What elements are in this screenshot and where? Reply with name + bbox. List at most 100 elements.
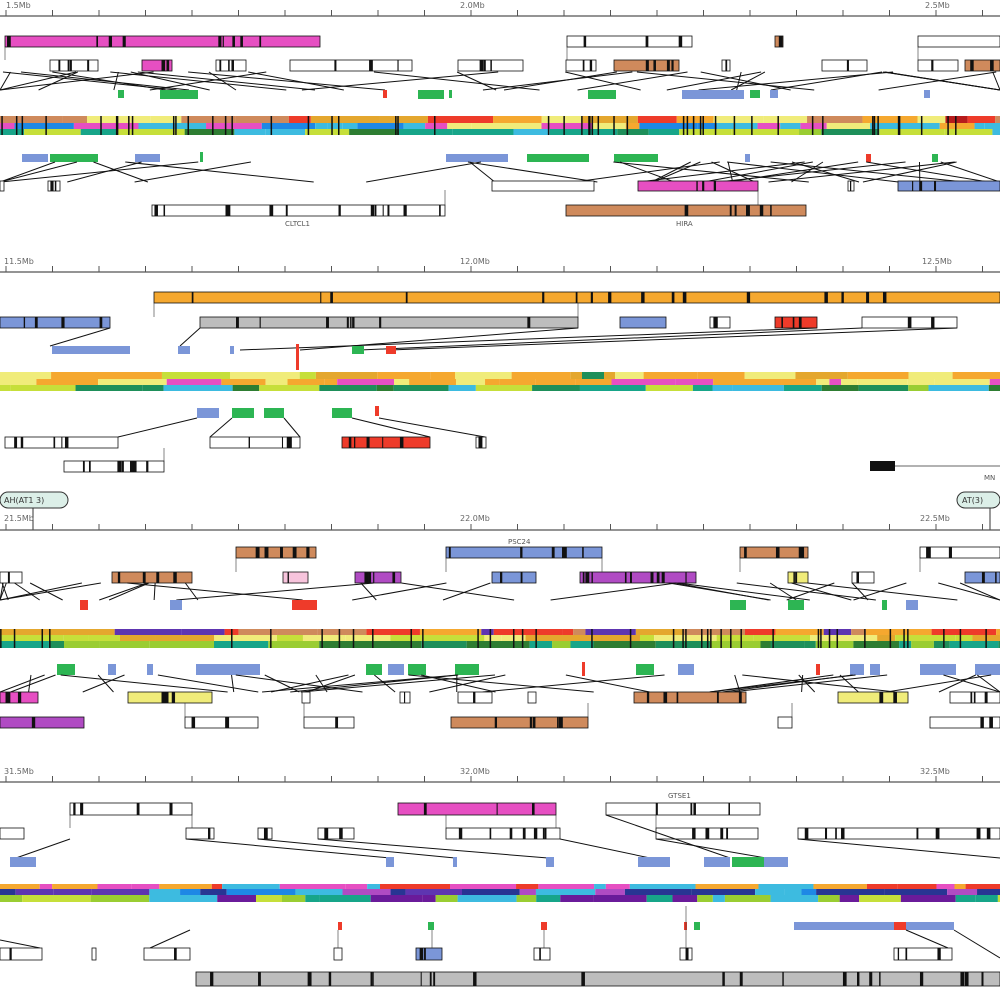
- segment-block: [678, 664, 694, 675]
- exon-mark: [740, 692, 742, 703]
- synteny-band: [763, 116, 807, 123]
- synteny-band: [138, 123, 206, 129]
- exon-mark: [473, 692, 475, 703]
- gene-block: [620, 317, 666, 328]
- segment-block: [10, 857, 36, 867]
- synteny-band: [934, 379, 990, 385]
- band-mark: [548, 116, 550, 135]
- segment-block: [582, 372, 604, 379]
- exon-mark: [641, 292, 644, 303]
- band-mark: [100, 116, 102, 135]
- synteny-band: [91, 895, 150, 902]
- synteny-band: [710, 641, 760, 648]
- exon-mark: [282, 437, 283, 448]
- synteny-band: [712, 385, 732, 391]
- ruler-ticks: [6, 10, 983, 16]
- band-mark: [321, 629, 323, 648]
- alignment-link: [993, 72, 1000, 90]
- exon-mark: [908, 317, 912, 328]
- synteny-band: [51, 629, 114, 635]
- alignment-link: [578, 72, 688, 90]
- synteny-band: [481, 629, 493, 635]
- exon-mark: [65, 437, 68, 448]
- synteny-band: [612, 379, 676, 385]
- exon-mark: [521, 572, 523, 583]
- band-mark: [701, 629, 703, 648]
- tick-label: 32.5Mb: [920, 767, 950, 776]
- synteny-band: [822, 385, 859, 391]
- exon-mark: [192, 292, 194, 303]
- synteny-band: [799, 129, 821, 135]
- segment-block: [546, 857, 554, 867]
- synteny-band: [64, 641, 100, 648]
- exon-mark: [583, 572, 585, 583]
- gene-block: [580, 572, 696, 583]
- alignment-link: [61, 675, 228, 692]
- synteny-band: [0, 629, 51, 635]
- synteny-band: [206, 123, 262, 129]
- synteny-band: [394, 385, 449, 391]
- gene-block: [302, 692, 310, 703]
- band-mark: [687, 116, 689, 135]
- synteny-band: [318, 629, 366, 635]
- exon-mark: [965, 972, 969, 986]
- exon-mark: [369, 60, 373, 71]
- band-mark: [877, 116, 879, 135]
- synteny-band: [117, 129, 185, 135]
- segment-block: [453, 857, 457, 867]
- synteny-band: [638, 116, 677, 123]
- segment-block: [455, 664, 479, 675]
- exon-mark: [692, 828, 695, 839]
- exon-mark: [856, 572, 859, 583]
- synteny-band: [233, 385, 260, 391]
- band-mark: [730, 629, 732, 648]
- exon-mark: [240, 36, 243, 47]
- segment-block: [292, 600, 317, 610]
- exon-mark: [172, 692, 174, 703]
- synteny-band: [594, 884, 606, 889]
- band-mark: [188, 116, 190, 135]
- synteny-band: [897, 884, 936, 889]
- exon-mark: [685, 205, 689, 216]
- synteny-band: [535, 379, 575, 385]
- gene-block: [5, 36, 320, 47]
- exon-mark: [500, 572, 502, 583]
- alignment-link: [504, 72, 617, 90]
- synteny-band: [966, 884, 1000, 889]
- exon-mark: [591, 292, 593, 303]
- exon-mark: [702, 181, 704, 191]
- synteny-band: [300, 372, 316, 379]
- synteny-band: [394, 379, 409, 385]
- exon-mark: [898, 948, 899, 960]
- alignment-link: [99, 583, 147, 600]
- synteny-band: [771, 641, 805, 648]
- synteny-band: [538, 884, 594, 889]
- alignment-link: [798, 839, 1000, 858]
- band-mark: [673, 629, 675, 648]
- exon-mark: [118, 461, 122, 472]
- synteny-band: [693, 385, 713, 391]
- synteny-band: [0, 385, 11, 391]
- segment-block: [135, 154, 160, 162]
- synteny-band: [696, 884, 759, 889]
- synteny-band: [818, 895, 840, 902]
- synteny-band: [713, 379, 782, 385]
- synteny-band: [989, 385, 1000, 391]
- exon-mark: [770, 205, 771, 216]
- exon-mark: [989, 717, 991, 728]
- alignment-link: [954, 930, 1000, 958]
- segment-block: [638, 857, 670, 867]
- exon-mark: [368, 572, 371, 583]
- synteny-band: [327, 123, 342, 129]
- alignment-link: [98, 675, 113, 692]
- synteny-band: [377, 372, 430, 379]
- synteny-band: [181, 629, 224, 635]
- synteny-band: [532, 385, 580, 391]
- gene-block: [304, 717, 354, 728]
- synteny-band: [399, 129, 453, 135]
- gene-block: [798, 828, 1000, 839]
- synteny-band: [404, 123, 426, 129]
- synteny-band: [15, 123, 74, 129]
- synteny-band: [357, 123, 403, 129]
